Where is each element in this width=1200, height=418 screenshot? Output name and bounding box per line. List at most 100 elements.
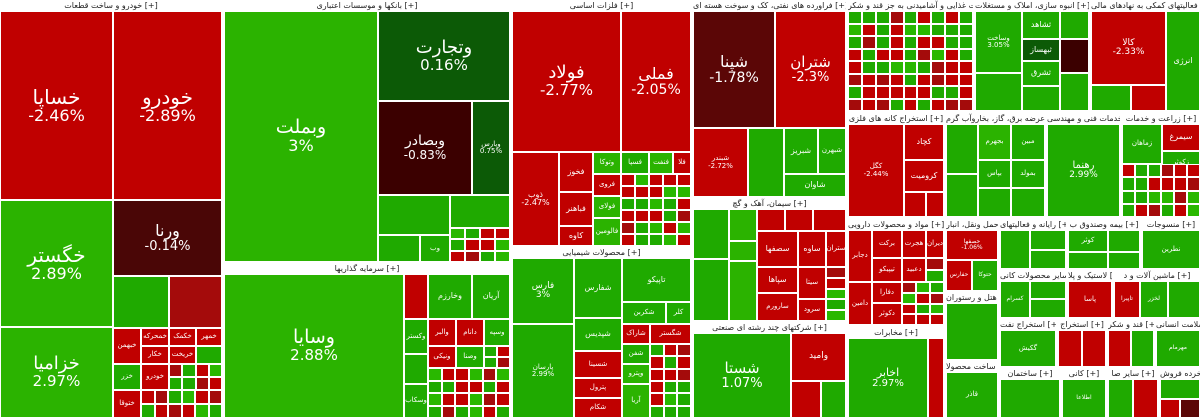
ticker-tile[interactable]: حصفها -1.06% [946, 230, 998, 260]
ticker-tile-small[interactable] [649, 222, 663, 234]
sector-header-multi[interactable]: شرکتهای چند رشته ای صنعتی [+] [693, 322, 846, 333]
ticker-tile-small[interactable] [826, 310, 846, 321]
ticker-tile-small[interactable] [168, 404, 182, 418]
ticker-tile-small[interactable] [496, 393, 510, 406]
ticker-tile[interactable]: وتجارت 0.16% [378, 11, 510, 101]
ticker-tile[interactable]: دانام [456, 319, 484, 346]
ticker-tile-small[interactable] [875, 61, 890, 74]
ticker-tile[interactable]: خمحرکه [141, 328, 169, 346]
ticker-tile[interactable]: شپدیس [574, 318, 622, 351]
ticker-tile-small[interactable] [917, 11, 932, 24]
ticker-tile[interactable]: تاپیکو [622, 258, 691, 302]
ticker-tile-small[interactable] [875, 86, 890, 99]
ticker-tile[interactable]: کلر [666, 302, 691, 324]
ticker-tile[interactable] [1030, 250, 1066, 269]
ticker-tile-small[interactable] [1174, 203, 1187, 217]
ticker-tile[interactable]: دامین [848, 282, 872, 325]
ticker-tile-small[interactable] [931, 36, 946, 49]
sector-header-chemicals[interactable]: محصولات شیمیایی [+] [512, 247, 691, 258]
ticker-tile[interactable]: دکوثر [872, 303, 902, 325]
ticker-tile[interactable]: فارس 3% [512, 258, 574, 324]
ticker-tile-small[interactable] [903, 23, 918, 36]
ticker-tile-small[interactable] [663, 234, 677, 246]
ticker-tile-small[interactable] [635, 210, 649, 222]
ticker-tile-small[interactable] [621, 222, 635, 234]
ticker-tile-small[interactable] [861, 73, 876, 86]
ticker-tile[interactable]: بمولد [1011, 160, 1045, 188]
ticker-tile[interactable]: خکمک [169, 328, 196, 346]
ticker-tile-small[interactable] [650, 368, 664, 381]
ticker-tile-small[interactable] [1174, 190, 1187, 204]
ticker-tile-small[interactable] [677, 234, 691, 246]
sector-header-other[interactable]: سایر محصولات کانی [+] [1000, 270, 1066, 281]
ticker-tile-small[interactable] [649, 210, 663, 222]
ticker-tile[interactable]: ختوقا [113, 390, 141, 418]
ticker-tile[interactable]: تاپیرا [1114, 281, 1140, 318]
ticker-tile-small[interactable] [931, 61, 946, 74]
ticker-tile-small[interactable] [649, 234, 663, 246]
sector-header-investment[interactable]: سرمایه گذاریها [+] [224, 263, 510, 274]
ticker-tile-small[interactable] [1174, 177, 1187, 191]
ticker-tile-small[interactable] [663, 210, 677, 222]
ticker-tile[interactable]: ونیکی [428, 346, 456, 368]
ticker-tile[interactable]: خودرو [141, 364, 169, 390]
ticker-tile[interactable] [946, 124, 978, 174]
ticker-tile[interactable] [1022, 86, 1060, 111]
ticker-tile[interactable]: خگستر 2.89% [0, 200, 113, 327]
sector-header-food[interactable]: محصولات غذایی و آشامیدنی به جز قند و شکر… [848, 0, 973, 11]
ticker-tile-small[interactable] [182, 364, 196, 377]
ticker-tile[interactable] [978, 188, 1011, 217]
ticker-tile-small[interactable] [931, 73, 946, 86]
ticker-tile-small[interactable] [677, 198, 691, 210]
ticker-tile-small[interactable] [903, 61, 918, 74]
ticker-tile-small[interactable] [621, 210, 635, 222]
ticker-tile[interactable]: سیتا [798, 267, 826, 299]
ticker-tile-small[interactable] [635, 198, 649, 210]
ticker-tile-small[interactable] [917, 48, 932, 61]
ticker-tile-small[interactable] [663, 186, 677, 198]
ticker-tile[interactable] [821, 381, 846, 418]
sector-header-agri[interactable]: زراعت و خدمات [+] [1122, 113, 1200, 124]
ticker-tile[interactable] [1060, 39, 1089, 73]
ticker-tile-small[interactable] [930, 292, 944, 304]
ticker-tile[interactable]: وتوکا [593, 152, 621, 174]
ticker-tile[interactable]: کوثر [1068, 230, 1108, 252]
ticker-tile-small[interactable] [482, 368, 497, 381]
ticker-tile[interactable] [1030, 230, 1066, 250]
ticker-tile[interactable]: حفارس [946, 260, 972, 291]
ticker-tile-small[interactable] [677, 186, 691, 198]
ticker-tile-small[interactable] [902, 303, 916, 315]
ticker-tile-small[interactable] [889, 11, 904, 24]
ticker-tile[interactable]: وب [420, 235, 450, 262]
ticker-tile[interactable]: دعبید [902, 258, 926, 282]
ticker-tile-small[interactable] [903, 11, 918, 24]
ticker-tile-small[interactable] [663, 344, 678, 357]
sector-header-hotel[interactable]: هتل و رستوران [+] [946, 292, 998, 303]
ticker-tile-small[interactable] [889, 36, 904, 49]
ticker-tile-small[interactable] [450, 250, 465, 262]
ticker-tile-small[interactable] [663, 356, 678, 369]
sector-header-sugar[interactable]: قند و شکر [+] [1108, 319, 1154, 330]
ticker-tile-small[interactable] [959, 98, 973, 111]
ticker-tile-small[interactable] [931, 11, 946, 24]
ticker-tile-small[interactable] [848, 36, 862, 49]
ticker-tile-small[interactable] [945, 73, 960, 86]
ticker-tile[interactable]: فملی -2.05% [621, 11, 691, 152]
ticker-tile-small[interactable] [663, 222, 677, 234]
ticker-tile[interactable]: وسکاب [404, 384, 428, 418]
ticker-tile-small[interactable] [621, 198, 635, 210]
ticker-tile[interactable]: شفارس [574, 258, 622, 318]
ticker-tile-small[interactable] [959, 48, 973, 61]
ticker-tile-small[interactable] [917, 98, 932, 111]
ticker-tile[interactable] [693, 259, 729, 321]
ticker-tile[interactable]: گکیش [1000, 330, 1056, 367]
ticker-tile-small[interactable] [916, 282, 930, 293]
ticker-tile-small[interactable] [848, 61, 862, 74]
ticker-tile[interactable]: پاسا [1068, 281, 1112, 318]
ticker-tile[interactable]: شاوان [784, 174, 846, 197]
ticker-tile[interactable]: شبریز [784, 128, 818, 174]
ticker-tile-small[interactable] [482, 393, 497, 406]
ticker-tile-small[interactable] [169, 364, 183, 377]
ticker-tile[interactable]: ذوب -2.47% [512, 152, 559, 246]
ticker-tile-small[interactable] [931, 98, 946, 111]
